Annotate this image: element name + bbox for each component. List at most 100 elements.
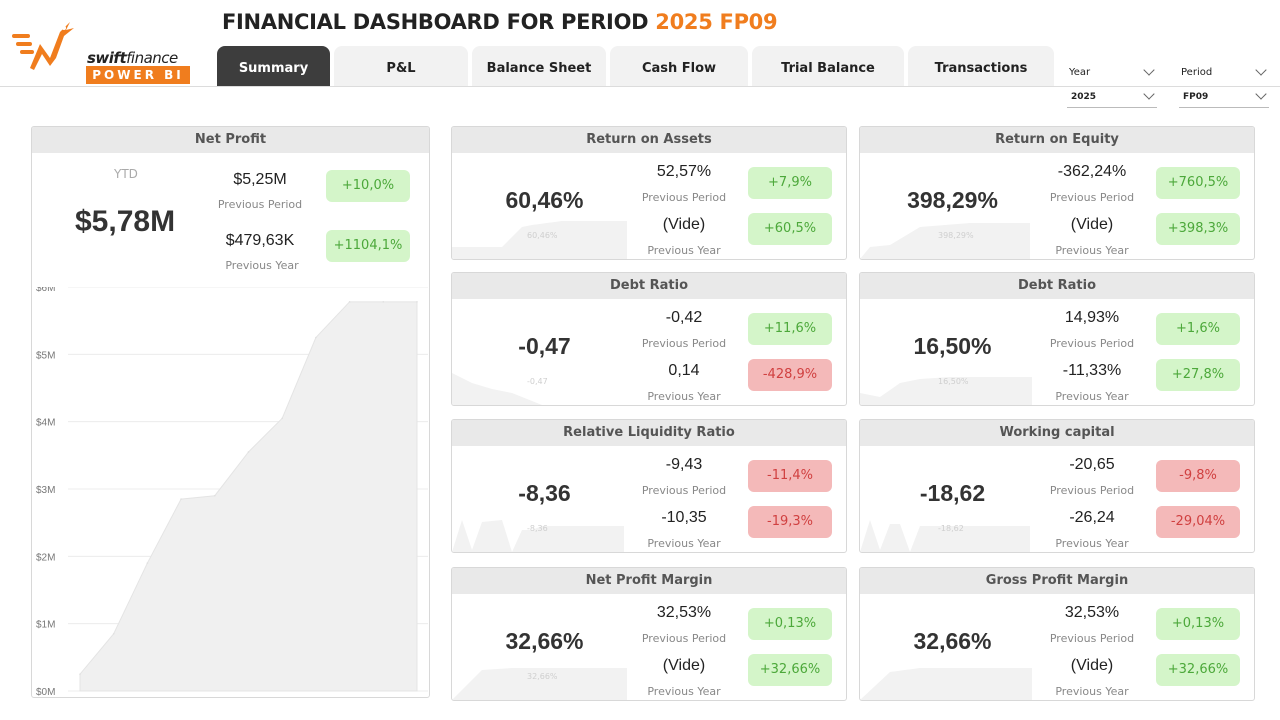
kpi-title: Working capital — [860, 420, 1254, 446]
kpi-value: 32,66% — [505, 628, 584, 654]
kpi-prev-year-label: Previous Year — [647, 685, 721, 698]
kpi-prev-period-value: -20,65 — [1069, 456, 1115, 473]
period-slicer-header[interactable]: Period — [1179, 62, 1269, 84]
kpi-prev-period-value: -362,24% — [1057, 163, 1127, 180]
kpi-prev-period-value: 32,53% — [656, 604, 712, 621]
y-tick-label: $2M — [36, 552, 55, 563]
kpi-faint-label: -18,62 — [938, 524, 964, 533]
kpi-sparkline — [452, 520, 624, 552]
area-point — [79, 673, 81, 675]
kpi-prev-period-change-badge: +760,5% — [1156, 167, 1240, 199]
year-slicer[interactable]: Year 2025 — [1067, 62, 1157, 108]
kpi-prev-year-label: Previous Year — [1055, 537, 1129, 550]
kpi-prev-period-value: -9,43 — [665, 456, 703, 473]
kpi-prev-period-value: -0,42 — [665, 309, 703, 326]
kpi-sparkline — [860, 377, 1032, 405]
kpi-value: -8,36 — [518, 480, 571, 506]
kpi-prev-year-label: Previous Year — [1055, 685, 1129, 698]
np-prev-year-change-badge: +1104,1% — [326, 230, 410, 262]
area-point — [146, 562, 149, 564]
nav-tabs: Summary P&L Balance Sheet Cash Flow Tria… — [217, 46, 1054, 86]
kpi-prev-period-label: Previous Period — [641, 484, 727, 497]
kpi-prev-year-change-badge: +60,5% — [748, 213, 832, 245]
area-point — [214, 494, 216, 497]
kpi-value: 32,66% — [913, 628, 992, 654]
kpi-prev-year-value: 0,14 — [668, 362, 700, 379]
tab-balance-sheet[interactable]: Balance Sheet — [472, 46, 606, 86]
kpi-prev-year-change-badge: +27,8% — [1156, 359, 1240, 391]
kpi-prev-period-label: Previous Period — [641, 191, 727, 204]
period-slicer[interactable]: Period FP09 — [1179, 62, 1269, 108]
kpi-prev-year-change-badge: +398,3% — [1156, 213, 1240, 245]
kpi-value: -18,62 — [919, 480, 986, 506]
area-point — [247, 451, 250, 453]
tab-summary[interactable]: Summary — [217, 46, 330, 86]
title-period: 2025 FP09 — [655, 10, 778, 34]
kpi-prev-period-label: Previous Period — [1049, 484, 1135, 497]
net-profit-area-chart: $6M $5M $4M $3M $2M $1M $0M — [36, 287, 428, 697]
y-tick-label: $5M — [36, 350, 55, 361]
area-point — [315, 336, 317, 339]
np-prev-year-label: Previous Year — [225, 259, 299, 272]
area-point — [112, 632, 115, 635]
kpi-prev-period-change-badge: +0,13% — [748, 608, 832, 640]
kpi-sparkline — [452, 668, 627, 700]
year-dropdown[interactable]: 2025 — [1067, 86, 1157, 108]
logo-wordmark: swiftfinance — [87, 49, 178, 67]
kpi-faint-label: 60,46% — [527, 231, 558, 240]
year-slicer-header[interactable]: Year — [1067, 62, 1157, 84]
chevron-down-icon — [1255, 88, 1267, 100]
tab-trial-balance[interactable]: Trial Balance — [752, 46, 904, 86]
kpi-prev-period-label: Previous Period — [1049, 632, 1135, 645]
kpi-prev-year-change-badge: -29,04% — [1156, 506, 1240, 538]
title-text: FINANCIAL DASHBOARD FOR PERIOD — [222, 10, 649, 34]
kpi-prev-year-value: (Vide) — [662, 657, 706, 674]
net-profit-title: Net Profit — [32, 127, 429, 153]
kpi-prev-period-change-badge: +1,6% — [1156, 313, 1240, 345]
kpi-prev-period-change-badge: -9,8% — [1156, 460, 1240, 492]
chevron-down-icon — [1255, 64, 1267, 76]
kpi-faint-label: 32,66% — [527, 672, 558, 681]
y-tick-label: $6M — [36, 287, 55, 294]
kpi-card-gross-profit-margin-7: Gross Profit Margin 32,66% 32,53% Previo… — [859, 567, 1255, 701]
bird-logo-icon — [12, 22, 74, 70]
kpi-title: Return on Equity — [860, 127, 1254, 153]
kpi-prev-period-label: Previous Period — [1049, 337, 1135, 350]
kpi-prev-year-change-badge: -428,9% — [748, 359, 832, 391]
net-profit-card: Net Profit YTD $5,78M $5,25M Previous Pe… — [31, 126, 430, 698]
kpi-card-relative-liquidity-ratio-4: Relative Liquidity Ratio -8,36 -8,36 -9,… — [451, 419, 847, 553]
kpi-sparkline — [860, 520, 1030, 552]
np-prev-year-value: $479,63K — [225, 232, 295, 249]
tab-transactions[interactable]: Transactions — [908, 46, 1054, 86]
kpi-value: 398,29% — [907, 187, 998, 213]
kpi-prev-year-label: Previous Year — [647, 244, 721, 257]
kpi-card-net-profit-margin-6: Net Profit Margin 32,66% 32,66% 32,53% P… — [451, 567, 847, 701]
tab-cash-flow[interactable]: Cash Flow — [610, 46, 748, 86]
kpi-faint-label: -8,36 — [527, 524, 548, 533]
kpi-card-debt-ratio-3: Debt Ratio 16,50% 16,50% 14,93% Previous… — [859, 272, 1255, 406]
kpi-prev-period-value: 32,53% — [1064, 604, 1120, 621]
net-profit-area — [79, 301, 418, 692]
kpi-prev-period-change-badge: -11,4% — [748, 460, 832, 492]
kpi-sparkline — [452, 373, 542, 405]
net-profit-value: $5,78M — [75, 205, 176, 238]
kpi-faint-label: -0,47 — [527, 377, 548, 386]
np-prev-period-label: Previous Period — [217, 198, 303, 211]
kpi-value: -0,47 — [518, 333, 571, 359]
y-tick-label: $1M — [36, 620, 55, 631]
kpi-prev-year-label: Previous Year — [1055, 390, 1129, 403]
kpi-title: Relative Liquidity Ratio — [452, 420, 846, 446]
area-point — [382, 301, 385, 303]
area-point — [348, 301, 351, 303]
kpi-value: 60,46% — [505, 187, 584, 213]
kpi-prev-year-change-badge: +32,66% — [1156, 654, 1240, 686]
period-dropdown[interactable]: FP09 — [1179, 86, 1269, 108]
np-prev-period-change-badge: +10,0% — [326, 170, 410, 202]
tab-pl[interactable]: P&L — [334, 46, 468, 86]
kpi-value: 16,50% — [913, 333, 992, 359]
kpi-title: Net Profit Margin — [452, 568, 846, 594]
kpi-prev-year-value: -10,35 — [661, 509, 707, 526]
kpi-faint-label: 398,29% — [938, 231, 974, 240]
kpi-card-debt-ratio-2: Debt Ratio -0,47 -0,47 -0,42 Previous Pe… — [451, 272, 847, 406]
kpi-prev-period-label: Previous Period — [1049, 191, 1135, 204]
